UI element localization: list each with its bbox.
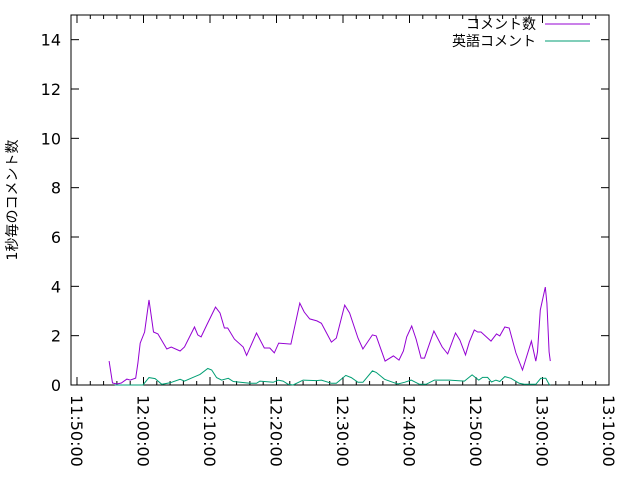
x-tick-label: 12:00:00 (133, 395, 152, 467)
y-tick-label: 12 (41, 80, 61, 99)
plot-frame (70, 14, 610, 386)
x-tick-label: 13:00:00 (532, 395, 551, 467)
y-tick-label: 14 (41, 31, 61, 50)
x-tick-label: 13:10:00 (599, 395, 618, 467)
series-group (108, 286, 551, 386)
x-tick-label: 12:10:00 (200, 395, 219, 467)
y-tick-label: 0 (51, 376, 61, 395)
y-tick-label: 4 (51, 277, 61, 296)
y-tick-label: 2 (51, 327, 61, 346)
legend-label-comments: コメント数 (466, 17, 536, 33)
y-tick-label: 8 (51, 179, 61, 198)
x-tick-label: 12:30:00 (333, 395, 352, 467)
series-line-english-comments (114, 367, 551, 386)
x-tick-label: 11:50:00 (67, 395, 86, 467)
legend: コメント数 英語コメント (452, 17, 590, 50)
x-tick-label: 12:20:00 (266, 395, 285, 467)
x-tick-label: 12:50:00 (466, 395, 485, 467)
x-tick-label: 12:40:00 (399, 395, 418, 467)
y-axis-label: 1秒毎のコメント数 (5, 140, 21, 261)
legend-label-english-comments: 英語コメント (452, 33, 536, 50)
series-line-comments (108, 286, 551, 385)
axes: 0 2 4 6 8 10 12 14 11:50:00 12:00:00 12:10:00 12:20… (41, 14, 618, 467)
y-tick-label: 10 (41, 129, 61, 148)
y-tick-label: 6 (51, 228, 61, 247)
